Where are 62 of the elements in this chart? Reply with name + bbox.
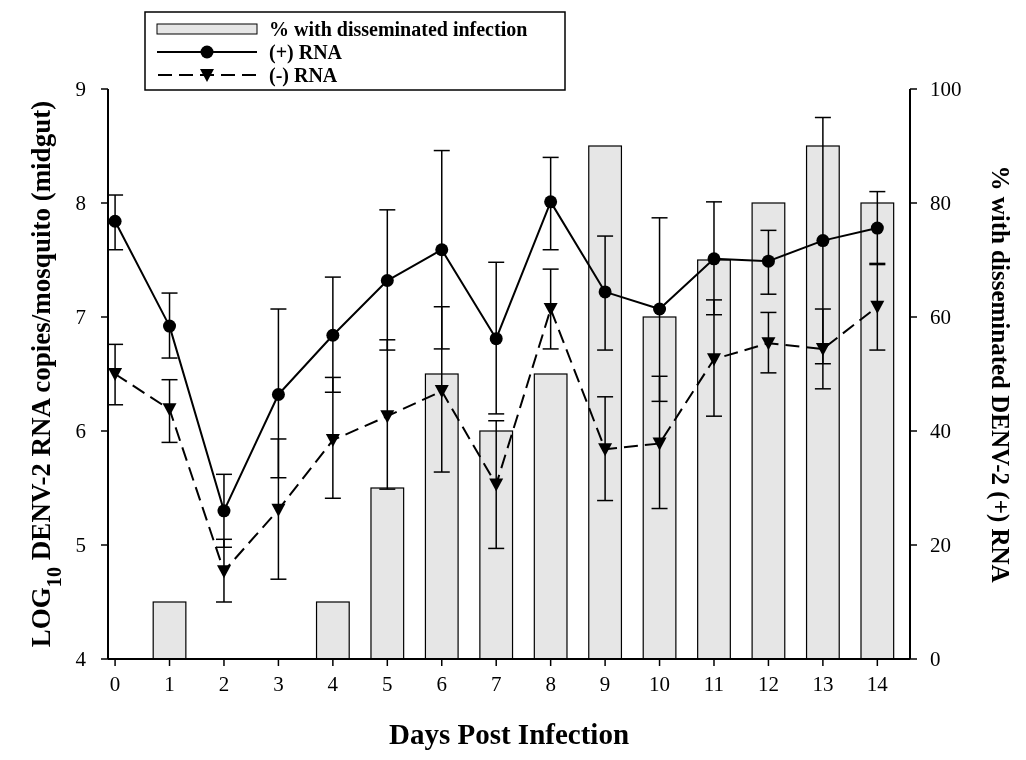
y2-tick-label: 100	[930, 77, 962, 101]
x-tick-label: 0	[109, 672, 121, 696]
point	[598, 285, 612, 299]
point	[108, 368, 123, 381]
point	[325, 434, 340, 448]
y2-tick-label: 60	[930, 305, 951, 329]
y-tick-label: 8	[75, 191, 86, 215]
legend-label: (-) RNA	[269, 64, 338, 87]
x-tick-label: 11	[703, 672, 725, 696]
point	[326, 328, 340, 342]
point	[435, 243, 449, 257]
point	[434, 385, 449, 399]
y2-axis-title: % with disseminated DENV-2 (+) RNA	[986, 165, 1014, 583]
x-axis-title: Days Post Infection	[388, 718, 630, 750]
point	[380, 410, 395, 424]
x-tick-label: 8	[545, 672, 556, 696]
point	[815, 342, 830, 356]
y2-tick-label: 0	[930, 647, 941, 671]
point	[271, 503, 286, 517]
point	[380, 274, 394, 288]
y2-tick-label: 80	[930, 191, 951, 215]
point	[816, 234, 830, 248]
point	[707, 252, 721, 266]
y2-tick-label: 20	[930, 533, 951, 557]
y-tick-label: 7	[75, 305, 86, 329]
point	[761, 337, 776, 351]
x-tick-label: 10	[649, 672, 671, 696]
y-tick-label: 9	[75, 77, 86, 101]
y-tick-label: 5	[75, 533, 86, 557]
point	[489, 478, 504, 492]
y-tick-label: 4	[75, 647, 87, 671]
x-tick-label: 4	[327, 672, 339, 696]
y2-tick-label: 40	[930, 419, 951, 443]
point	[489, 332, 503, 346]
x-tick-label: 7	[490, 672, 502, 696]
x-tick-label: 12	[757, 672, 779, 696]
point	[108, 214, 122, 228]
point	[163, 319, 177, 333]
x-tick-label: 1	[164, 672, 175, 696]
point	[652, 437, 667, 451]
point	[162, 403, 177, 417]
x-tick-label: 5	[382, 672, 393, 696]
point	[271, 388, 285, 402]
legend-label: (+) RNA	[269, 41, 343, 64]
point	[761, 254, 775, 268]
x-tick-label: 3	[273, 672, 284, 696]
point	[217, 504, 231, 518]
x-tick-label: 2	[218, 672, 230, 696]
y-tick-label: 6	[75, 419, 86, 443]
point	[543, 303, 558, 317]
x-tick-label: 9	[599, 672, 611, 696]
x-tick-label: 13	[812, 672, 834, 696]
x-tick-label: 14	[866, 672, 889, 696]
point	[598, 443, 613, 457]
point	[870, 221, 884, 235]
point	[544, 195, 558, 209]
point	[870, 300, 885, 314]
legend-label: % with disseminated infection	[269, 18, 528, 40]
point	[706, 353, 721, 367]
point	[653, 302, 667, 316]
point	[216, 565, 231, 579]
x-tick-label: 6	[436, 672, 448, 696]
